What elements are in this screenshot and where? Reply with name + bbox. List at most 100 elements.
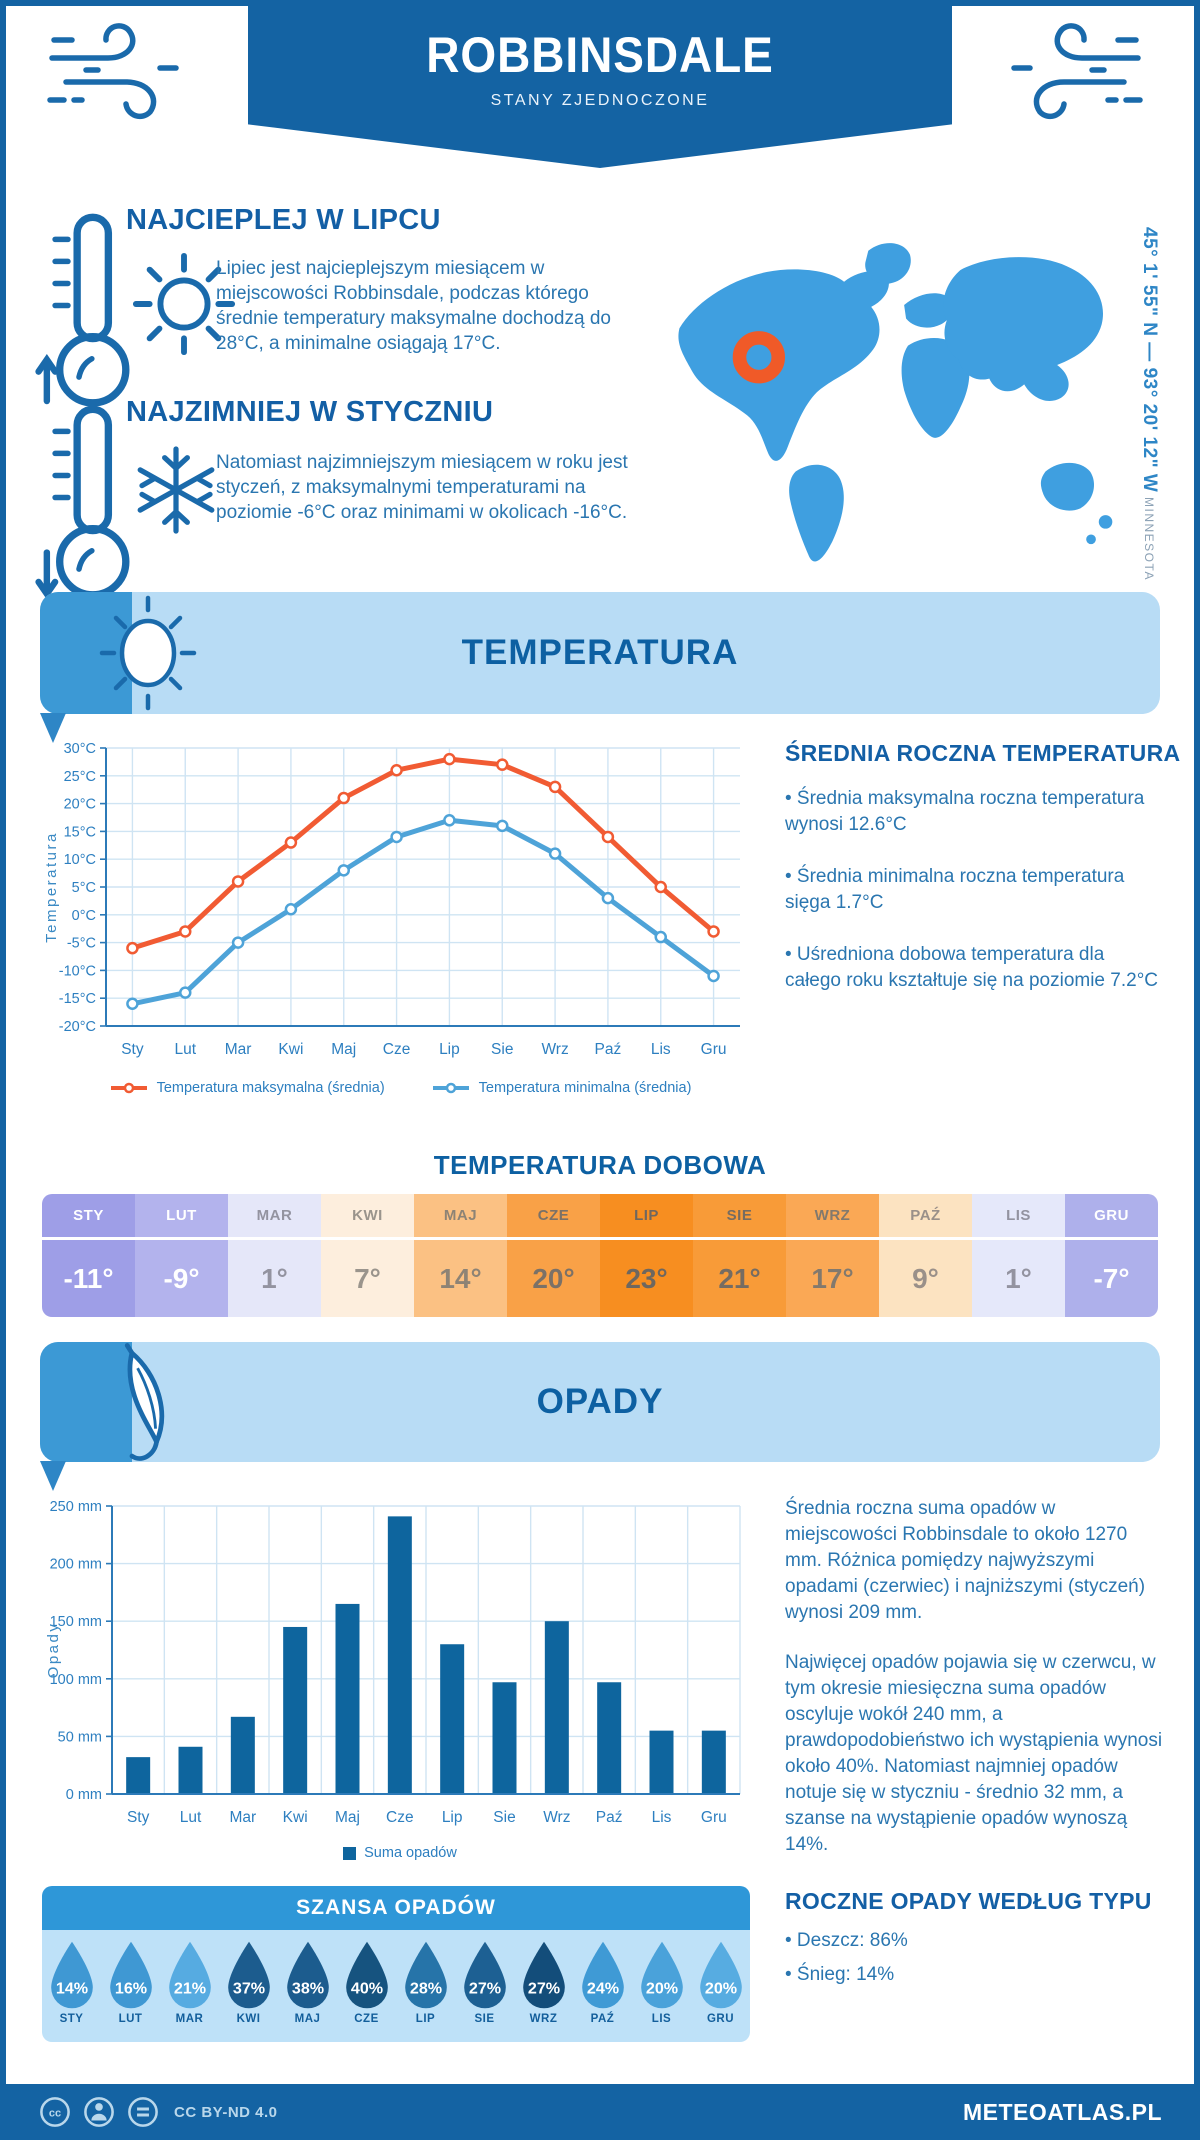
droplet-icon: 38%	[286, 1941, 329, 2009]
precipitation-chart-legend: Suma opadów	[40, 1845, 760, 1861]
temp-cell-value: 1°	[261, 1262, 288, 1294]
chance-drop-PAŹ: 24% PAŹ	[573, 1938, 632, 2042]
chance-month-label: KWI	[236, 2013, 261, 2025]
chance-of-precipitation: SZANSA OPADÓW 14% STY 16% LUT 21% MAR 37% KWI 38…	[42, 1886, 750, 2042]
chance-title: SZANSA OPADÓW	[296, 1896, 496, 1919]
svg-text:Temperatura: Temperatura	[43, 831, 60, 943]
svg-text:21%: 21%	[173, 1980, 205, 1998]
license-label: CC BY-ND 4.0	[174, 2103, 278, 2121]
temp-cell-value: 23°	[625, 1262, 668, 1294]
annual-temp-bullet: • Średnia maksymalna roczna temperatura …	[785, 788, 1145, 835]
title-banner: ROBBINSDALE STANY ZJEDNOCZONE	[248, 0, 952, 168]
temp-cell-value: -9°	[163, 1262, 200, 1294]
droplet-icon: 20%	[640, 1941, 683, 2009]
svg-text:Paź: Paź	[595, 1041, 622, 1058]
temp-cell-month: GRU	[1065, 1194, 1158, 1240]
temp-cell-month: SIE	[693, 1194, 786, 1240]
svg-text:Mar: Mar	[225, 1041, 252, 1058]
wind-icon	[47, 23, 179, 120]
legend-marker	[343, 1846, 357, 1860]
chance-drop-GRU: 20% GRU	[691, 1938, 750, 2042]
svg-text:28%: 28%	[409, 1980, 441, 1998]
temp-cell-WRZ: WRZ 17°	[786, 1194, 879, 1317]
temp-cell-KWI: KWI 7°	[321, 1194, 414, 1317]
droplet-icon: 37%	[227, 1941, 270, 2009]
chance-drop-CZE: 40% CZE	[337, 1938, 396, 2042]
sun-icon	[132, 252, 236, 356]
temp-cell-LIP: LIP 23°	[600, 1194, 693, 1317]
warmest-heading: NAJCIEPLEJ W LIPCU	[126, 204, 441, 236]
coordinates-block: 45° 1' 55" N — 93° 20' 12" W MINNESOTA	[1124, 218, 1174, 590]
svg-text:-10°C: -10°C	[59, 963, 96, 979]
svg-text:Gru: Gru	[701, 1041, 727, 1058]
svg-text:Lis: Lis	[652, 1809, 672, 1826]
temp-cell-value: -11°	[63, 1262, 114, 1294]
svg-text:Gru: Gru	[701, 1809, 727, 1826]
chance-drop-MAR: 21% MAR	[160, 1938, 219, 2042]
warmest-text: Lipiec jest najcieplejszym miesiącem w m…	[216, 258, 611, 354]
region-label: MINNESOTA	[1142, 496, 1156, 581]
svg-text:24%: 24%	[586, 1980, 618, 1998]
temperature-section-title: TEMPERATURA	[461, 633, 739, 672]
svg-text:Maj: Maj	[335, 1809, 360, 1826]
legend-marker	[432, 1082, 469, 1094]
page-title: ROBBINSDALE	[426, 27, 774, 83]
svg-text:200 mm: 200 mm	[50, 1557, 102, 1573]
svg-text:Wrz: Wrz	[541, 1041, 568, 1058]
legend-marker	[110, 1082, 147, 1094]
coldest-text: Natomiast najzimniejszym miesiącem w rok…	[216, 452, 628, 523]
thermometer-up-icon	[35, 213, 130, 407]
precip-types-heading: ROCZNE OPADY WEDŁUG TYPU	[785, 1888, 1152, 1914]
legend-label: Suma opadów	[364, 1845, 457, 1861]
temp-cell-CZE: CZE 20°	[507, 1194, 600, 1317]
temp-cell-value: 14°	[439, 1262, 482, 1294]
droplet-icon: 16%	[109, 1941, 152, 2009]
snowflake-icon	[137, 446, 215, 534]
temp-cell-value: 20°	[532, 1262, 575, 1294]
temp-cell-month: WRZ	[786, 1194, 879, 1240]
temp-cell-MAR: MAR 1°	[228, 1194, 321, 1317]
svg-text:Maj: Maj	[331, 1041, 356, 1058]
sun-banner-icon	[99, 595, 197, 711]
svg-text:50 mm: 50 mm	[58, 1729, 102, 1745]
svg-text:20°C: 20°C	[64, 797, 96, 813]
chance-month-label: STY	[59, 2013, 84, 2025]
svg-text:Lip: Lip	[439, 1041, 460, 1058]
annual-temp-bullet: • Średnia minimalna roczna temperatura s…	[785, 866, 1125, 913]
droplet-icon: 20%	[699, 1941, 742, 2009]
svg-text:Lip: Lip	[442, 1809, 463, 1826]
droplet-icon: 27%	[463, 1941, 506, 2009]
temp-cell-value: 21°	[718, 1262, 761, 1294]
legend-item: Temperatura minimalna (średnia)	[431, 1080, 691, 1096]
precip-paragraph: Średnia roczna suma opadów w miejscowośc…	[785, 1498, 1146, 1623]
chance-drop-KWI: 37% KWI	[219, 1938, 278, 2042]
chance-month-label: LIP	[415, 2013, 436, 2025]
chance-header: SZANSA OPADÓW	[42, 1886, 750, 1930]
precipitation-text: Średnia roczna suma opadów w miejscowośc…	[785, 1496, 1163, 1858]
svg-text:Cze: Cze	[386, 1809, 414, 1826]
svg-text:Lut: Lut	[180, 1809, 202, 1826]
svg-text:Kwi: Kwi	[278, 1041, 303, 1058]
temp-cell-value: 17°	[811, 1262, 854, 1294]
svg-text:Lut: Lut	[174, 1041, 196, 1058]
temp-cell-month: LUT	[135, 1194, 228, 1240]
legend-label: Temperatura maksymalna (średnia)	[156, 1080, 385, 1096]
precip-paragraph: Najwięcej opadów pojawia się w czerwcu, …	[785, 1652, 1163, 1855]
svg-text:Mar: Mar	[229, 1809, 256, 1826]
svg-text:10°C: 10°C	[64, 852, 96, 868]
chance-month-label: MAR	[175, 2013, 204, 2025]
umbrella-icon	[124, 1343, 165, 1461]
temp-cell-value: 9°	[912, 1262, 939, 1294]
precip-type-bullet: • Deszcz: 86%	[785, 1930, 908, 1951]
svg-text:cc: cc	[49, 2107, 61, 2119]
legend-item: Suma opadów	[343, 1845, 457, 1861]
svg-text:Sty: Sty	[127, 1809, 150, 1826]
temp-cell-SIE: SIE 21°	[693, 1194, 786, 1317]
svg-text:-5°C: -5°C	[67, 936, 96, 952]
svg-text:Wrz: Wrz	[543, 1809, 570, 1826]
svg-text:-15°C: -15°C	[59, 991, 96, 1007]
droplet-icon: 14%	[50, 1941, 93, 2009]
chance-month-label: LIS	[651, 2013, 672, 2025]
chance-month-label: WRZ	[529, 2013, 558, 2025]
chance-month-label: LUT	[118, 2013, 143, 2025]
